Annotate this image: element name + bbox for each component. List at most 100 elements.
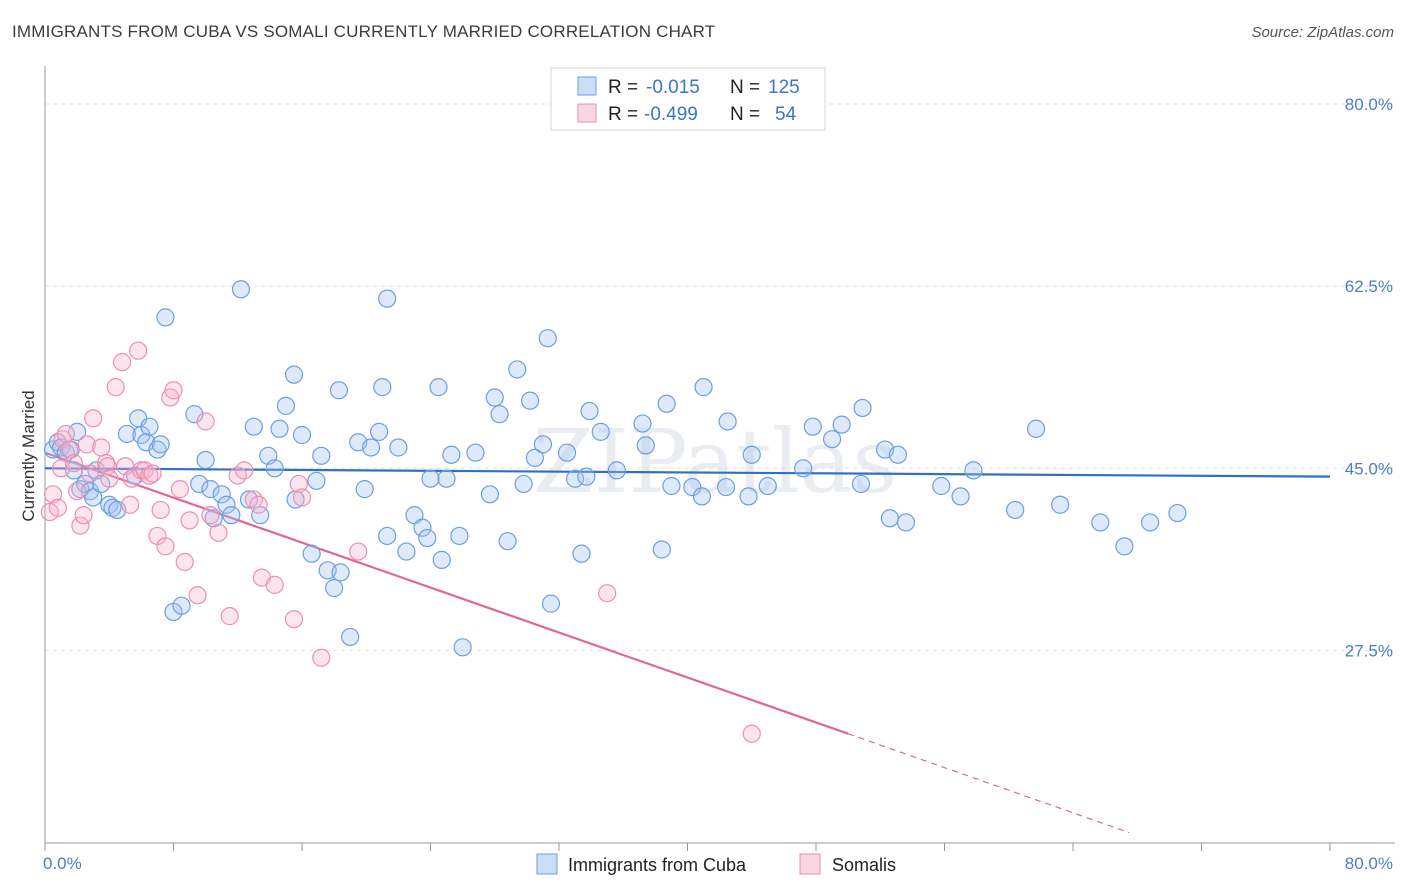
somali-point bbox=[180, 511, 199, 530]
legend-n-value-cuba: 125 bbox=[768, 77, 800, 98]
cuba-point bbox=[794, 459, 813, 478]
cuba-point bbox=[331, 563, 350, 582]
cuba-point bbox=[662, 476, 681, 496]
legend-n-value-somali: 54 bbox=[775, 104, 797, 125]
cuba-point bbox=[432, 550, 451, 569]
y-tick-label: 27.5% bbox=[1345, 641, 1393, 660]
somali-point bbox=[53, 430, 72, 449]
somali-point bbox=[48, 498, 67, 517]
somali-point bbox=[244, 490, 263, 509]
somali-point bbox=[164, 381, 183, 400]
cuba-point bbox=[739, 487, 758, 506]
cuba-point bbox=[577, 467, 596, 486]
y-tick-label: 80.0% bbox=[1345, 95, 1393, 114]
cuba-point bbox=[341, 627, 360, 647]
somali-point bbox=[156, 537, 175, 556]
cuba-point bbox=[1168, 503, 1187, 523]
cuba-point bbox=[533, 435, 553, 454]
cuba-trend-line bbox=[44, 467, 1331, 478]
somali-point bbox=[235, 461, 254, 480]
cuba-point bbox=[1140, 513, 1160, 532]
legend-r-label-somali: R = bbox=[608, 104, 638, 125]
somali-point bbox=[188, 586, 207, 605]
cuba-point bbox=[896, 513, 916, 532]
cuba-point bbox=[520, 391, 540, 410]
somali-point bbox=[196, 412, 215, 431]
cuba-point bbox=[565, 469, 585, 488]
cuba-point bbox=[692, 487, 712, 506]
somali-point bbox=[77, 435, 96, 454]
somali-point bbox=[292, 488, 312, 507]
legend-r-label-cuba: R = bbox=[608, 77, 638, 98]
cuba-point bbox=[508, 360, 527, 379]
cuba-point bbox=[683, 477, 702, 497]
cuba-point bbox=[580, 401, 599, 421]
cuba-point bbox=[1091, 513, 1110, 532]
cuba-point bbox=[413, 518, 432, 537]
cuba-point bbox=[172, 596, 191, 615]
cuba-point bbox=[541, 594, 561, 613]
cuba-point bbox=[231, 280, 251, 299]
bottom-legend-label-cuba: Immigrants from Cuba bbox=[568, 855, 747, 875]
somali-point bbox=[140, 466, 159, 485]
cuba-point bbox=[851, 474, 871, 494]
somali-point bbox=[112, 353, 132, 372]
cuba-point bbox=[964, 461, 983, 480]
cuba-point bbox=[361, 438, 381, 457]
cuba-point bbox=[652, 540, 671, 559]
cuba-point bbox=[1006, 500, 1025, 520]
cuba-point bbox=[212, 485, 231, 504]
cuba-point bbox=[485, 388, 504, 407]
cuba-point bbox=[480, 485, 500, 504]
cuba-point bbox=[292, 425, 312, 445]
cuba-point bbox=[239, 490, 259, 509]
cuba-point bbox=[525, 448, 545, 467]
cuba-point bbox=[325, 578, 344, 598]
cuba-point bbox=[453, 638, 472, 657]
somali-point bbox=[71, 516, 90, 535]
somali-point bbox=[56, 424, 75, 444]
cuba-point bbox=[190, 474, 209, 494]
cuba-point bbox=[742, 445, 761, 464]
chart-source: Source: ZipAtlas.com bbox=[1251, 24, 1394, 41]
legend-n-label-somali: N = bbox=[730, 104, 760, 125]
somali-point bbox=[129, 341, 148, 360]
somali-point bbox=[349, 542, 368, 561]
cuba-point bbox=[68, 422, 87, 441]
somali-point bbox=[100, 469, 119, 488]
x-tick-label: 80.0% bbox=[1345, 854, 1393, 873]
cuba-point bbox=[572, 544, 591, 563]
cuba-point bbox=[657, 394, 676, 413]
cuba-point bbox=[1051, 495, 1070, 514]
cuba-point bbox=[312, 446, 331, 465]
legend-swatch-cuba bbox=[577, 76, 597, 96]
somali-point bbox=[59, 440, 79, 459]
somali-point bbox=[598, 584, 617, 603]
cuba-point bbox=[880, 509, 899, 528]
correlation-legend: R = -0.015 N = 125 R = -0.499 N = 54 bbox=[550, 67, 826, 131]
somali-point bbox=[201, 506, 220, 525]
cuba-point bbox=[302, 544, 321, 563]
cuba-point bbox=[265, 459, 284, 478]
cuba-point bbox=[204, 509, 223, 528]
y-tick-label: 45.0% bbox=[1345, 459, 1393, 478]
cuba-point bbox=[185, 405, 204, 424]
cuba-point bbox=[389, 438, 408, 457]
somali-point bbox=[106, 378, 125, 397]
somali-point bbox=[64, 454, 84, 473]
y-axis-label: Currently Married bbox=[19, 390, 38, 521]
somali-point bbox=[43, 485, 63, 504]
cuba-point bbox=[932, 476, 951, 496]
somali-point bbox=[742, 724, 761, 743]
legend-n-label-cuba: N = bbox=[730, 77, 760, 98]
cuba-point bbox=[140, 417, 159, 436]
cuba-point bbox=[557, 443, 577, 462]
cuba-point bbox=[217, 495, 236, 514]
somali-point bbox=[92, 438, 111, 457]
somali-point bbox=[220, 607, 239, 626]
cuba-point bbox=[284, 365, 304, 384]
chart-title: IMMIGRANTS FROM CUBA VS SOMALI CURRENTLY… bbox=[12, 22, 716, 41]
cuba-point bbox=[442, 445, 461, 464]
somali-point bbox=[143, 464, 162, 483]
cuba-point bbox=[196, 450, 215, 470]
